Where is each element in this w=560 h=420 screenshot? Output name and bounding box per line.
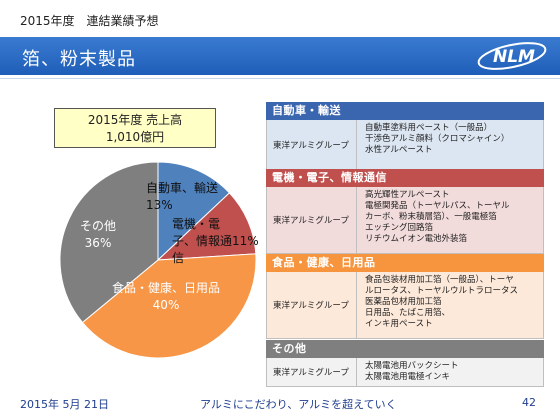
segment-heading: 自動車・輸送 (266, 102, 544, 120)
page-title: 箔、粉末製品 (22, 49, 136, 70)
group-name: 東洋アルミグループ (267, 120, 357, 170)
pie-label-food: 食品・健康、日用品 40% (112, 281, 221, 312)
group-name: 東洋アルミグループ (267, 187, 357, 253)
pie-slice-food (81, 253, 257, 359)
segment-row: 東洋アルミグループ 高光輝性アルペースト 電極関発品（トーヤルパス、トーヤル カ… (266, 187, 544, 254)
sales-total-label: 2015年度 売上高 (87, 113, 183, 127)
company-logo-icon: NLM (477, 42, 547, 70)
group-name: 東洋アルミグループ (267, 272, 357, 338)
pie-slice-automotive (157, 161, 231, 262)
segment-heading: 食品・健康、日用品 (266, 254, 544, 272)
segment-row: 東洋アルミグループ 食品包装材用加工箔（一般品）、トーヤ ルロータス、トーヤルウ… (266, 272, 544, 339)
product-list: 自動車塗料用ペースト（一般品） 干渉色アルミ顔料（クロマシャイン） 水性アルペー… (365, 123, 510, 155)
pie-chart (59, 161, 257, 359)
product-list: 食品包装材用加工箔（一般品）、トーヤ ルロータス、トーヤルウルトラロータス 医薬… (365, 275, 519, 329)
sales-total-value: 1,010億円 (105, 130, 165, 144)
pie-slice-electronics (156, 192, 257, 261)
segment-other: その他 東洋アルミグループ 太陽電池用バックシート 太陽電池用電極インキ (266, 340, 544, 387)
pie-label-other: その他 36% (80, 219, 117, 250)
segment-row: 東洋アルミグループ 自動車塗料用ペースト（一般品） 干渉色アルミ顔料（クロマシャ… (266, 120, 544, 171)
pie-slice-other (59, 161, 159, 324)
product-list: 高光輝性アルペースト 電極関発品（トーヤルパス、トーヤル カーボ、粉末積層箔）、… (365, 190, 510, 244)
footer-slogan: アルミにこだわり、アルミを超えていく (200, 398, 397, 411)
segment-heading: 電機・電子、情報通信 (266, 169, 544, 187)
pie-label-electronics: 電機・電子、情報通信 (172, 217, 233, 265)
segment-row: 東洋アルミグループ 太陽電池用バックシート 太陽電池用電極インキ (266, 358, 544, 387)
footer-date: 2015年 5月 21日 (20, 398, 109, 411)
banner-divider-thin (0, 78, 560, 79)
sales-total-box: 2015年度 売上高 1,010億円 (54, 108, 216, 148)
group-name: 東洋アルミグループ (267, 358, 357, 386)
segment-electronics: 電機・電子、情報通信 東洋アルミグループ 高光輝性アルペースト 電極関発品（トー… (266, 169, 544, 254)
pie-label-automotive: 自動車、輸送 13% (146, 181, 219, 212)
logo-text: NLM (493, 47, 535, 67)
segment-food: 食品・健康、日用品 東洋アルミグループ 食品包装材用加工箔（一般品）、トーヤ ル… (266, 254, 544, 339)
title-banner: 箔、粉末製品 NLM (0, 37, 560, 75)
page-number: 42 (522, 396, 536, 409)
segment-auto: 自動車・輸送 東洋アルミグループ 自動車塗料用ペースト（一般品） 干渉色アルミ顔… (266, 102, 544, 171)
pie-value-electronics: 11% (232, 234, 259, 248)
top-label: 2015年度 連結業績予想 (20, 14, 159, 28)
banner-divider (0, 75, 560, 78)
segment-heading: その他 (266, 340, 544, 358)
product-list: 太陽電池用バックシート 太陽電池用電極インキ (365, 361, 459, 382)
